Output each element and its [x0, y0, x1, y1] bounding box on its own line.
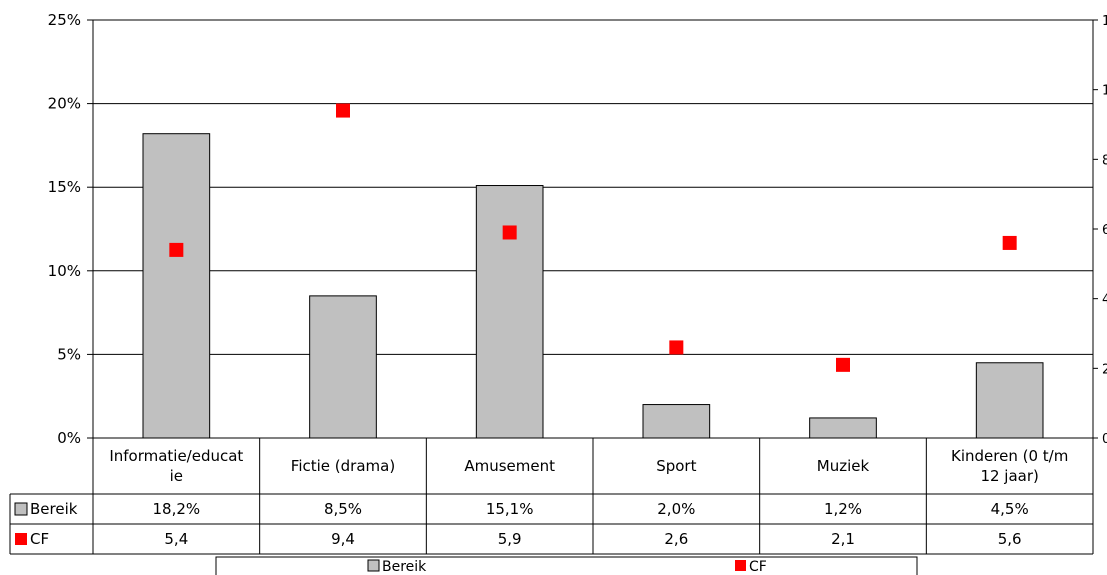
- right-tick-label: 6: [1102, 223, 1107, 238]
- legend-label-cf: CF: [749, 559, 767, 575]
- category-label: ie: [170, 467, 183, 485]
- right-tick-label: 8: [1102, 153, 1107, 168]
- right-tick-label: 4: [1102, 293, 1107, 308]
- bar-bereik: [975, 362, 1044, 439]
- left-tick-label: 20%: [48, 95, 81, 113]
- row-key-bereik: [14, 502, 28, 516]
- bar-bereik: [142, 133, 211, 439]
- data-label-cf: 5,9: [498, 530, 522, 548]
- marker-cf: [336, 103, 350, 118]
- right-tick-label: 10: [1102, 84, 1107, 99]
- marker-cf: [1002, 235, 1017, 250]
- legend-key-bereik: [367, 559, 380, 572]
- category-label: Muziek: [817, 457, 870, 475]
- axes: 0% 5% 10% 15% 20% 25% 0 2 4 6 8 10 12: [48, 11, 1107, 447]
- left-tick-label: 5%: [57, 345, 81, 363]
- legend-label-bereik: Bereik: [382, 559, 427, 575]
- data-label-bereik: 1,2%: [824, 500, 862, 518]
- legend-box: [215, 556, 918, 575]
- marker-cf: [669, 340, 684, 355]
- left-tick-label: 0%: [57, 429, 81, 447]
- legend-key-cf: [735, 560, 746, 571]
- bar-bereik: [475, 185, 544, 439]
- bar-bereik: [642, 404, 711, 439]
- legend: Bereik CF: [215, 556, 918, 575]
- row-key-cf: [15, 533, 27, 545]
- data-label-cf: 2,6: [664, 530, 688, 548]
- data-label-bereik: 18,2%: [153, 500, 201, 518]
- right-tick-label: 12: [1102, 14, 1107, 29]
- bars: [142, 133, 1044, 439]
- marker-cf: [169, 242, 184, 257]
- marker-cf: [502, 225, 517, 240]
- cf-markers: [169, 103, 1017, 372]
- left-tick-label: 25%: [48, 11, 81, 29]
- right-tick-label: 0: [1102, 432, 1107, 447]
- bar-bereik: [809, 417, 877, 439]
- left-tick-label: 10%: [48, 262, 81, 280]
- data-label-bereik: 2,0%: [657, 500, 695, 518]
- left-tick-label: 15%: [48, 178, 81, 196]
- marker-cf: [836, 357, 850, 372]
- gridlines: [93, 19, 1093, 439]
- row-header-bereik: Bereik: [30, 500, 78, 518]
- category-label: Fictie (drama): [291, 457, 395, 475]
- bar-bereik: [309, 295, 377, 439]
- category-label: Informatie/educat: [109, 447, 243, 465]
- data-label-cf: 2,1: [831, 530, 855, 548]
- category-label: Amusement: [464, 457, 555, 475]
- data-label-bereik: 4,5%: [991, 500, 1029, 518]
- category-label: Kinderen (0 t/m: [951, 447, 1068, 465]
- data-table: Informatie/educat ie Fictie (drama) Amuseme…: [9, 437, 1094, 555]
- data-label-cf: 5,6: [998, 530, 1022, 548]
- row-header-cf: CF: [30, 530, 49, 548]
- data-label-cf: 9,4: [331, 530, 355, 548]
- right-tick-label: 2: [1102, 362, 1107, 377]
- category-label: 12 jaar): [980, 467, 1038, 485]
- category-label: Sport: [656, 457, 696, 475]
- data-label-bereik: 15,1%: [486, 500, 534, 518]
- data-label-cf: 5,4: [164, 530, 188, 548]
- data-label-bereik: 8,5%: [324, 500, 362, 518]
